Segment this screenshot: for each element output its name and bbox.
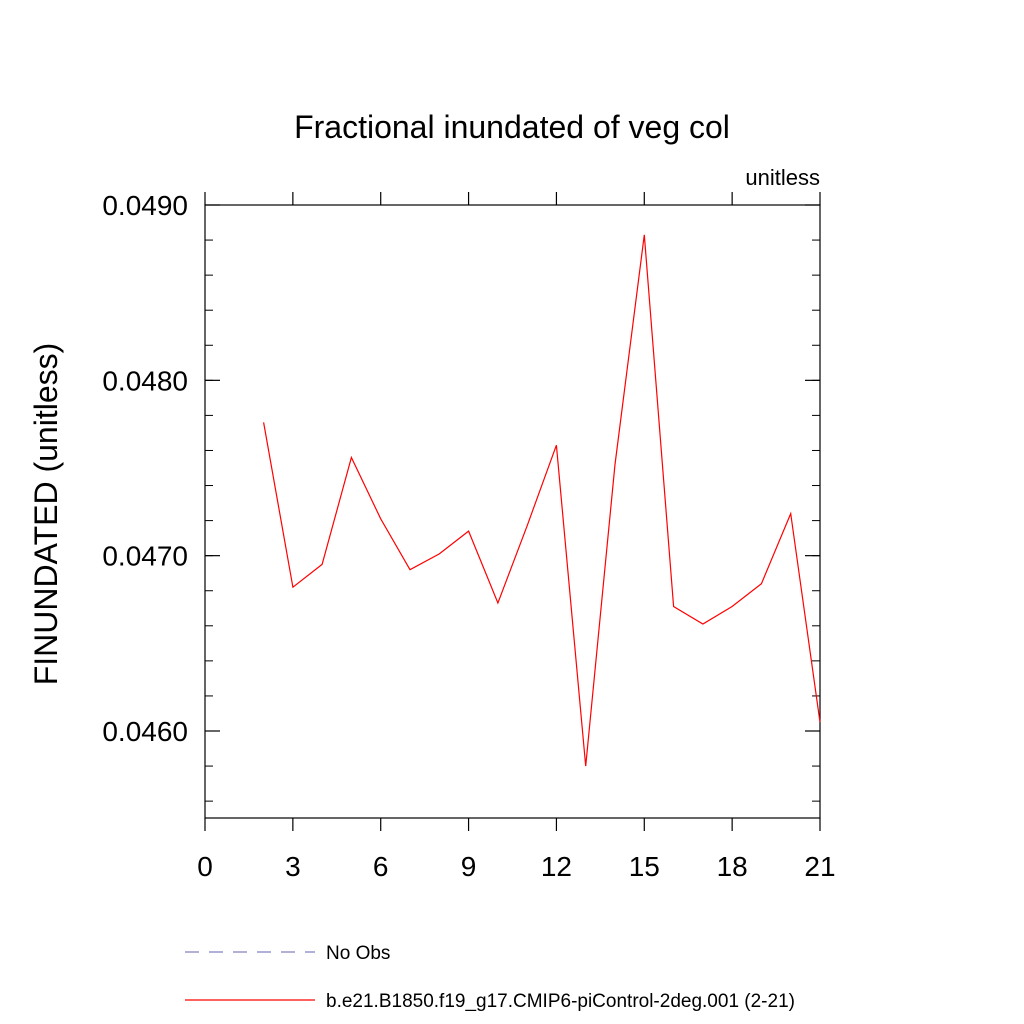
- x-tick-label: 0: [197, 851, 213, 882]
- x-tick-label: 21: [804, 851, 835, 882]
- x-tick-label: 12: [541, 851, 572, 882]
- plot-area: [263, 234, 821, 767]
- legend-label: b.e21.B1850.f19_g17.CMIP6-piControl-2deg…: [326, 991, 795, 1012]
- legend: No Obs b.e21.B1850.f19_g17.CMIP6-piContro…: [185, 943, 795, 1012]
- x-tick-label: 3: [285, 851, 301, 882]
- chart-title: Fractional inundated of veg col: [294, 109, 730, 145]
- y-tick-label: 0.0490: [102, 190, 188, 221]
- series-line: [263, 234, 821, 767]
- plot-frame: [204, 204, 821, 819]
- axes: 0 3 6 9 12 15 18 21 0.0460 0.0470 0.0480 0.0490: [102, 190, 835, 882]
- y-axis-label: FINUNDATED (unitless): [28, 343, 64, 686]
- x-tick-label: 18: [717, 851, 748, 882]
- units-label: unitless: [745, 165, 820, 190]
- y-tick-label: 0.0460: [102, 716, 188, 747]
- x-tick-label: 15: [629, 851, 660, 882]
- legend-label: No Obs: [326, 943, 390, 964]
- y-tick-label: 0.0470: [102, 541, 188, 572]
- x-tick-label: 9: [461, 851, 477, 882]
- y-tick-label: 0.0480: [102, 365, 188, 396]
- x-tick-label: 6: [373, 851, 389, 882]
